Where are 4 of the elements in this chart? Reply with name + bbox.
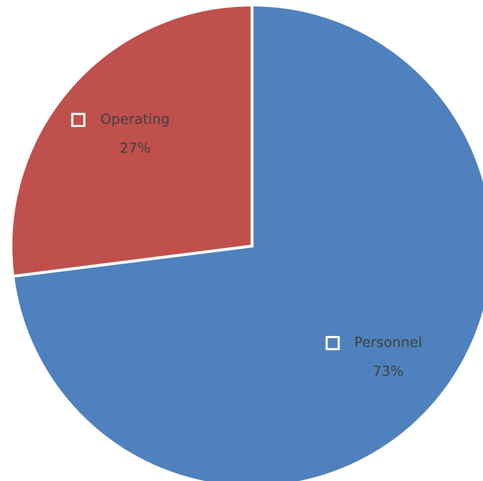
data-label: 27% [120,142,150,153]
legend-label: Personnel [356,336,421,348]
data-label: 73% [374,366,403,376]
legend-label: Operating [101,113,169,127]
